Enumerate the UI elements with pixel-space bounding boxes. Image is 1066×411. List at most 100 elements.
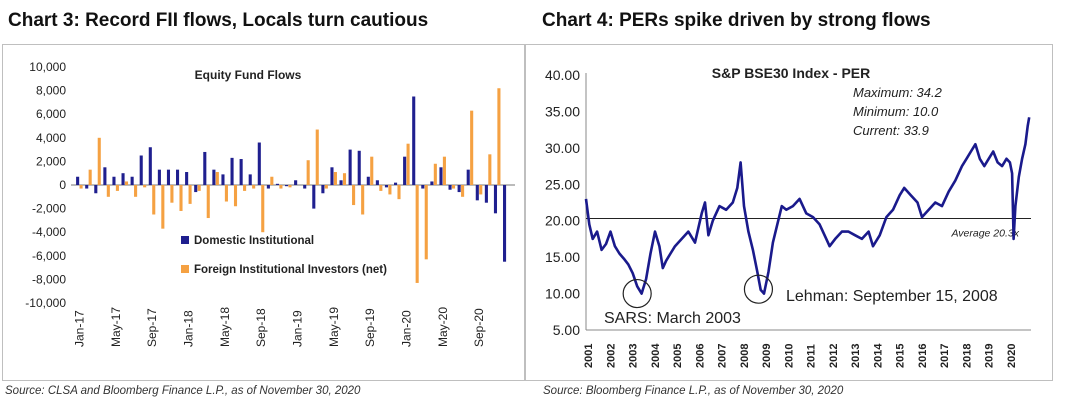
domestic-bar [121,173,125,185]
domestic-bar [103,167,107,185]
domestic-bar [94,185,98,194]
x-tick-label: 2008 [739,344,751,368]
x-tick-label: Sep-20 [472,308,486,347]
y-tick-label: 10.00 [545,286,580,302]
domestic-bar [176,169,180,185]
foreign-bar [161,185,165,229]
domestic-bar [439,167,443,185]
x-tick-label: May-17 [109,307,123,347]
foreign-bar [124,181,129,185]
lehman-marker-circle [743,274,774,304]
x-tick-label: 2013 [850,344,862,368]
stat-label: Current: 33.9 [853,123,929,138]
x-tick-label: 2003 [628,344,640,368]
foreign-bar [488,154,492,185]
chart4-source: Source: Bloomberg Finance L.P., as of No… [543,385,844,397]
foreign-bar [270,176,274,185]
domestic-bar [212,169,216,185]
x-tick-label: Jan-19 [291,310,305,347]
x-tick-label: 2010 [783,344,795,368]
foreign-bar [442,156,446,185]
foreign-bar [379,185,383,191]
domestic-bar [257,142,261,185]
domestic-bar [357,150,361,185]
foreign-bar [252,185,256,189]
chart4-inner-title: S&P BSE30 Index - PER [712,65,870,81]
domestic-bar [493,185,498,214]
foreign-bar [324,185,328,189]
foreign-bar [224,185,228,202]
y-tick-label: 20.00 [545,213,580,229]
foreign-bar [179,185,183,211]
y-tick-label: 25.00 [545,176,580,192]
y-tick-label: 40.00 [545,67,580,83]
foreign-bar [152,185,156,215]
x-tick-label: May-19 [327,307,341,347]
domestic-bar [221,174,225,185]
foreign-bar [79,185,83,189]
domestic-bar [448,185,452,190]
foreign-bar [388,185,392,195]
foreign-bar [233,185,238,207]
x-tick-label: 2011 [806,344,818,368]
foreign-bar [288,185,292,188]
x-tick-label: 2020 [1006,344,1018,368]
domestic-bar [375,180,379,185]
domestic-bar [194,185,198,193]
x-tick-label: Jan-17 [73,310,87,347]
foreign-bar [215,172,219,185]
foreign-bar [397,185,401,200]
stat-label: Minimum: 10.0 [853,104,939,119]
chart3-frame: 10,000 8,000 6,000 4,000 2,000 0 -2,000 -4,000 -… [2,44,525,381]
foreign-bar [333,172,337,185]
foreign-bar [433,163,437,185]
legend-swatch-foreign [181,265,189,273]
domestic-bar [285,185,289,187]
foreign-bar [306,160,310,185]
x-tick-label: 2014 [872,343,884,368]
foreign-bar [88,169,92,185]
foreign-bar [106,185,110,197]
x-tick-label: 2015 [895,344,907,368]
domestic-bar [166,169,171,185]
chart3-source: Source: CLSA and Bloomberg Finance L.P.,… [5,385,361,397]
foreign-bar [479,185,483,195]
y-tick-label: -6,000 [32,249,66,263]
x-tick-label: 2009 [761,344,773,368]
x-tick-label: 2002 [605,344,617,368]
foreign-bar [370,156,374,185]
sars-annotation: SARS: March 2003 [604,310,741,327]
sars-marker-circle [622,278,652,309]
foreign-bar [461,185,465,197]
domestic-bar [412,96,416,185]
x-tick-label: Sep-18 [254,308,268,347]
lehman-annotation: Lehman: September 15, 2008 [786,288,998,305]
domestic-bar [248,174,252,185]
y-tick-label: 8,000 [36,84,66,98]
foreign-bar [143,185,147,188]
x-tick-label: 2016 [917,344,929,368]
x-tick-label: 2012 [828,344,840,368]
foreign-bar [115,185,119,191]
stat-label: Maximum: 34.2 [853,85,943,100]
domestic-bar [503,185,507,262]
x-tick-label: 2017 [939,344,951,368]
y-tick-label: 15.00 [545,249,580,265]
x-tick-label: 2007 [717,344,729,368]
foreign-bar [206,185,210,219]
legend-label-foreign: Foreign Institutional Investors (net) [194,264,387,276]
foreign-bar [406,143,410,185]
domestic-bar [466,169,470,185]
domestic-bar [321,185,325,194]
foreign-bar [97,137,101,185]
per-line-chart: 40.0035.0030.0025.0020.0015.0010.005.002… [545,65,1031,368]
x-tick-label: May-18 [218,307,232,347]
y-tick-label: 30.00 [545,140,580,156]
foreign-bar [342,173,347,185]
foreign-bar [352,185,356,206]
chart4-title: Chart 4: PERs spike driven by strong flo… [542,10,931,31]
domestic-bar [303,185,307,189]
domestic-bar [312,185,316,209]
domestic-bar [348,149,352,185]
y-tick-label: 6,000 [36,107,66,121]
